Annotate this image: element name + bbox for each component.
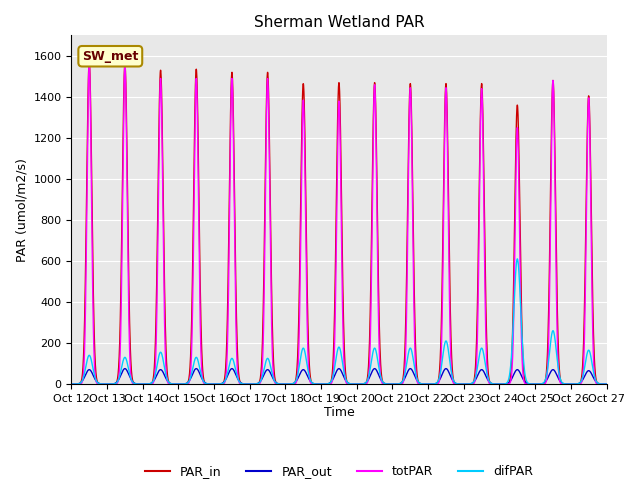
PAR_in — [68, 381, 76, 387]
PAR_out — [161, 372, 168, 378]
PAR_out — [534, 381, 542, 387]
PAR_out — [603, 381, 611, 387]
totPAR — [592, 380, 600, 386]
PAR_out — [592, 379, 600, 385]
difPAR — [273, 380, 280, 386]
difPAR — [513, 256, 521, 262]
totPAR — [603, 381, 611, 387]
Line: difPAR: difPAR — [72, 259, 607, 384]
PAR_in — [85, 59, 93, 65]
difPAR — [592, 378, 600, 384]
X-axis label: Time: Time — [324, 407, 355, 420]
difPAR — [296, 360, 303, 366]
PAR_in — [129, 377, 136, 383]
PAR_out — [273, 380, 280, 386]
totPAR — [85, 61, 93, 67]
Line: PAR_in: PAR_in — [72, 62, 607, 384]
PAR_in — [592, 377, 600, 383]
totPAR — [161, 310, 168, 316]
totPAR — [534, 381, 542, 387]
PAR_in — [534, 381, 542, 387]
Legend: PAR_in, PAR_out, totPAR, difPAR: PAR_in, PAR_out, totPAR, difPAR — [140, 460, 538, 480]
PAR_in — [296, 251, 304, 256]
PAR_out — [121, 366, 129, 372]
difPAR — [68, 381, 76, 387]
totPAR — [296, 288, 304, 294]
Title: Sherman Wetland PAR: Sherman Wetland PAR — [253, 15, 424, 30]
difPAR — [129, 379, 136, 384]
PAR_out — [296, 371, 304, 377]
PAR_in — [603, 381, 611, 387]
PAR_in — [273, 381, 280, 386]
Y-axis label: PAR (umol/m2/s): PAR (umol/m2/s) — [15, 158, 28, 262]
PAR_out — [129, 379, 136, 384]
Text: SW_met: SW_met — [82, 50, 138, 63]
PAR_out — [68, 381, 76, 387]
difPAR — [161, 363, 168, 369]
totPAR — [68, 381, 76, 387]
totPAR — [129, 380, 136, 386]
totPAR — [273, 381, 280, 387]
Line: totPAR: totPAR — [72, 64, 607, 384]
Line: PAR_out: PAR_out — [72, 369, 607, 384]
difPAR — [534, 381, 542, 387]
PAR_in — [161, 275, 168, 280]
difPAR — [603, 381, 611, 387]
